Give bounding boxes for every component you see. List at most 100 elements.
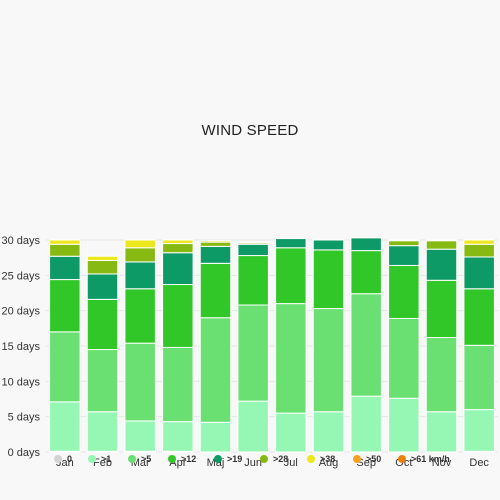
bar-segment [124, 261, 156, 290]
bar-segment [86, 259, 119, 275]
x-tick-label: Jun [244, 457, 262, 469]
bar-segment [463, 243, 495, 258]
bar-segment [86, 411, 119, 452]
legend-item[interactable]: 0 [54, 452, 72, 466]
x-tick-label: Jul [284, 457, 298, 469]
bar-segment [425, 411, 458, 453]
legend-item[interactable]: >38 [307, 452, 335, 466]
bar-segment [162, 421, 194, 452]
bar-segment [425, 248, 458, 281]
bar-segment [124, 288, 156, 344]
legend-item[interactable]: >12 [168, 452, 196, 466]
legend-swatch [353, 455, 361, 463]
legend-swatch [54, 455, 62, 463]
bar-segment [237, 400, 269, 453]
x-tick-label: Sep [356, 457, 376, 469]
bar-segment [388, 264, 420, 319]
bar-segment [425, 240, 458, 250]
bar-segment [350, 237, 382, 252]
bar-segment [388, 240, 420, 247]
bar-segment [199, 241, 232, 247]
bar-segment [49, 255, 81, 281]
bar-segment [463, 409, 495, 452]
bar-segment [86, 349, 119, 413]
x-tick-label: Dec [469, 457, 489, 469]
bar-segment [388, 397, 420, 453]
y-tick-label: 30 days [1, 235, 40, 247]
bar-segment [237, 243, 269, 257]
bar-segment [463, 239, 495, 245]
bar-segment [275, 303, 307, 414]
y-tick-label: 0 days [8, 447, 41, 459]
y-tick-label: 15 days [1, 341, 40, 353]
x-tick-label: Feb [93, 457, 112, 469]
bar-segment [162, 284, 194, 348]
bar-segment [86, 298, 119, 351]
legend-label: >61 km/h [411, 454, 450, 464]
legend-item[interactable]: >19 [214, 452, 242, 466]
bar-segment [162, 243, 194, 254]
bar-segment [237, 255, 269, 306]
x-tick-label: Aug [319, 457, 339, 469]
bar-segment [49, 243, 81, 257]
bar-segment [312, 249, 345, 310]
bar-segment [199, 240, 232, 243]
bar-segment [162, 346, 194, 423]
bar-segment [275, 238, 307, 249]
bar-segment [199, 245, 232, 264]
bar-segment [162, 239, 194, 245]
bar-segment [237, 241, 269, 244]
bar-segment [350, 395, 382, 453]
legend-item[interactable]: >28 [260, 452, 288, 466]
bar-segment [312, 411, 345, 453]
bar-segment [388, 245, 420, 266]
legend-label: >1 [101, 454, 112, 464]
chart-title: WIND SPEED [201, 122, 299, 139]
bar-segment [49, 331, 81, 403]
bar-segment [275, 412, 307, 453]
bar-segment [463, 288, 495, 346]
bar-segment [312, 239, 345, 251]
legend-swatch [214, 455, 222, 463]
bar-segment [124, 420, 156, 452]
bar-segment [388, 317, 420, 399]
bar-segment [275, 247, 307, 305]
bar-segment [199, 317, 232, 423]
legend-label: >5 [141, 454, 152, 464]
y-tick-label: 10 days [1, 376, 40, 388]
bar-segment [124, 239, 156, 249]
bar-segment [162, 252, 194, 286]
bar-segment [86, 255, 119, 261]
legend-label: >19 [227, 454, 243, 464]
legend-item[interactable]: >61 km/h [398, 452, 450, 466]
legend-label: >38 [320, 454, 336, 464]
bar-segment [199, 421, 232, 453]
legend-label: 0 [67, 454, 73, 464]
bar-segment [350, 293, 382, 397]
bar-segment [49, 279, 81, 333]
bar-segment [425, 239, 458, 242]
bar-segment [237, 304, 269, 402]
legend-swatch [168, 455, 176, 463]
bar-segment [350, 250, 382, 295]
legend-swatch [260, 455, 268, 463]
legend-item[interactable]: >5 [128, 452, 151, 466]
bar-segment [49, 239, 81, 245]
legend-item[interactable]: >50 [353, 452, 381, 466]
legend-swatch [128, 455, 136, 463]
y-tick-label: 5 days [8, 412, 41, 424]
bar-segment [124, 342, 156, 422]
bar-segment [86, 273, 119, 300]
legend-label: >50 [366, 454, 382, 464]
bar-segment [425, 279, 458, 339]
legend-swatch [88, 455, 96, 463]
bar-segment [49, 401, 81, 452]
bar-segment [463, 256, 495, 290]
bar-segment [463, 344, 495, 411]
bar-segment [388, 239, 420, 242]
legend-swatch [398, 455, 406, 463]
legend-item[interactable]: >1 [88, 452, 111, 466]
legend-label: >28 [273, 454, 289, 464]
